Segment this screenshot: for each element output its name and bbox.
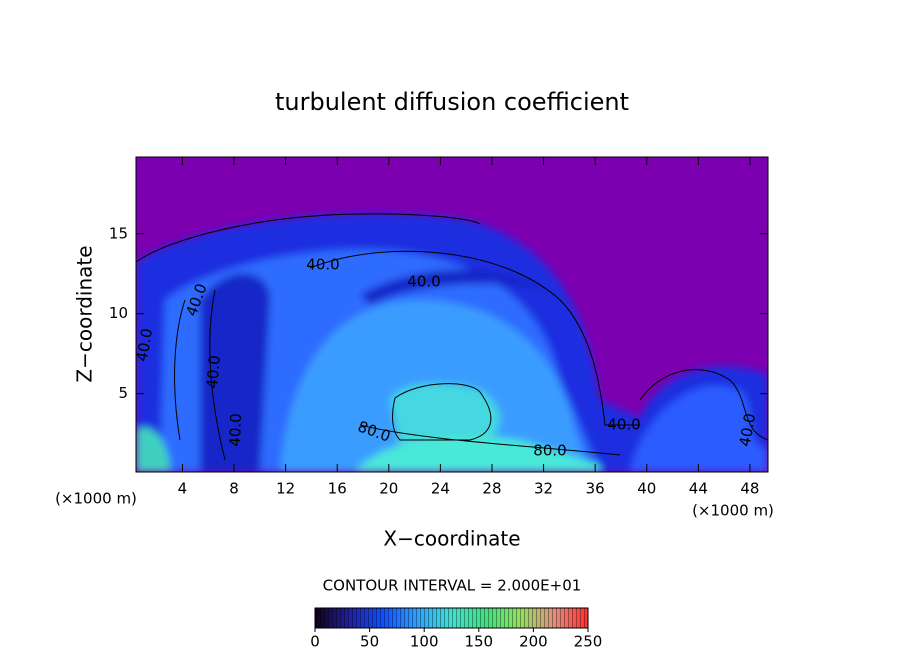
contour-label: 40.0: [203, 355, 224, 390]
contour-label: 40.0: [306, 256, 339, 274]
x-tick-label: 40: [637, 480, 656, 498]
x-tick-label: 20: [379, 480, 398, 498]
x-tick-label: 4: [178, 480, 188, 498]
colorbar-tick-label: 250: [574, 633, 603, 651]
contour-label: 40.0: [607, 416, 640, 434]
colorbar-tick-label: 150: [464, 633, 493, 651]
contour-label: 40.0: [133, 327, 157, 363]
colorbar-tick-label: 200: [519, 633, 548, 651]
contour-label: 80.0: [533, 442, 566, 460]
plot-frame: [135, 156, 769, 473]
colorbar-tick-label: 0: [310, 633, 320, 651]
y-tick-label: 5: [118, 384, 128, 402]
y-tick-label: 15: [109, 224, 128, 242]
x-tick-label: 28: [482, 480, 501, 498]
contour-interval: CONTOUR INTERVAL = 2.000E+01: [323, 577, 582, 595]
x-tick-label: 24: [431, 480, 450, 498]
colorbar-tick-label: 100: [410, 633, 439, 651]
y-axis-label: Z−coordinate: [73, 245, 97, 382]
x-tick-label: 44: [689, 480, 708, 498]
x-tick-label: 32: [534, 480, 553, 498]
colorbar-frame: [314, 607, 589, 629]
contour-labels: 40.040.040.040.040.040.0 40.0 40.080.080.0: [133, 256, 760, 460]
y-tick-label: 10: [109, 304, 128, 322]
colorbar-tick-label: 50: [360, 633, 379, 651]
x-tick-label: 12: [276, 480, 295, 498]
x-tick-label: 16: [328, 480, 347, 498]
x-unit-left: (×1000 m): [55, 490, 137, 508]
x-axis-label: X−coordinate: [383, 527, 520, 551]
x-tick-label: 8: [229, 480, 239, 498]
x-unit-right: (×1000 m): [692, 502, 774, 520]
x-tick-label: 48: [740, 480, 759, 498]
contour-label: 40.0: [226, 413, 245, 447]
contour-label: 40.0: [407, 273, 440, 291]
contour-label: 40.0: [736, 412, 760, 448]
field: 40.040.040.040.040.040.0 40.0 40.080.080.0: [133, 157, 768, 472]
x-tick-label: 36: [586, 480, 605, 498]
chart-title: turbulent diffusion coefficient: [275, 88, 629, 116]
